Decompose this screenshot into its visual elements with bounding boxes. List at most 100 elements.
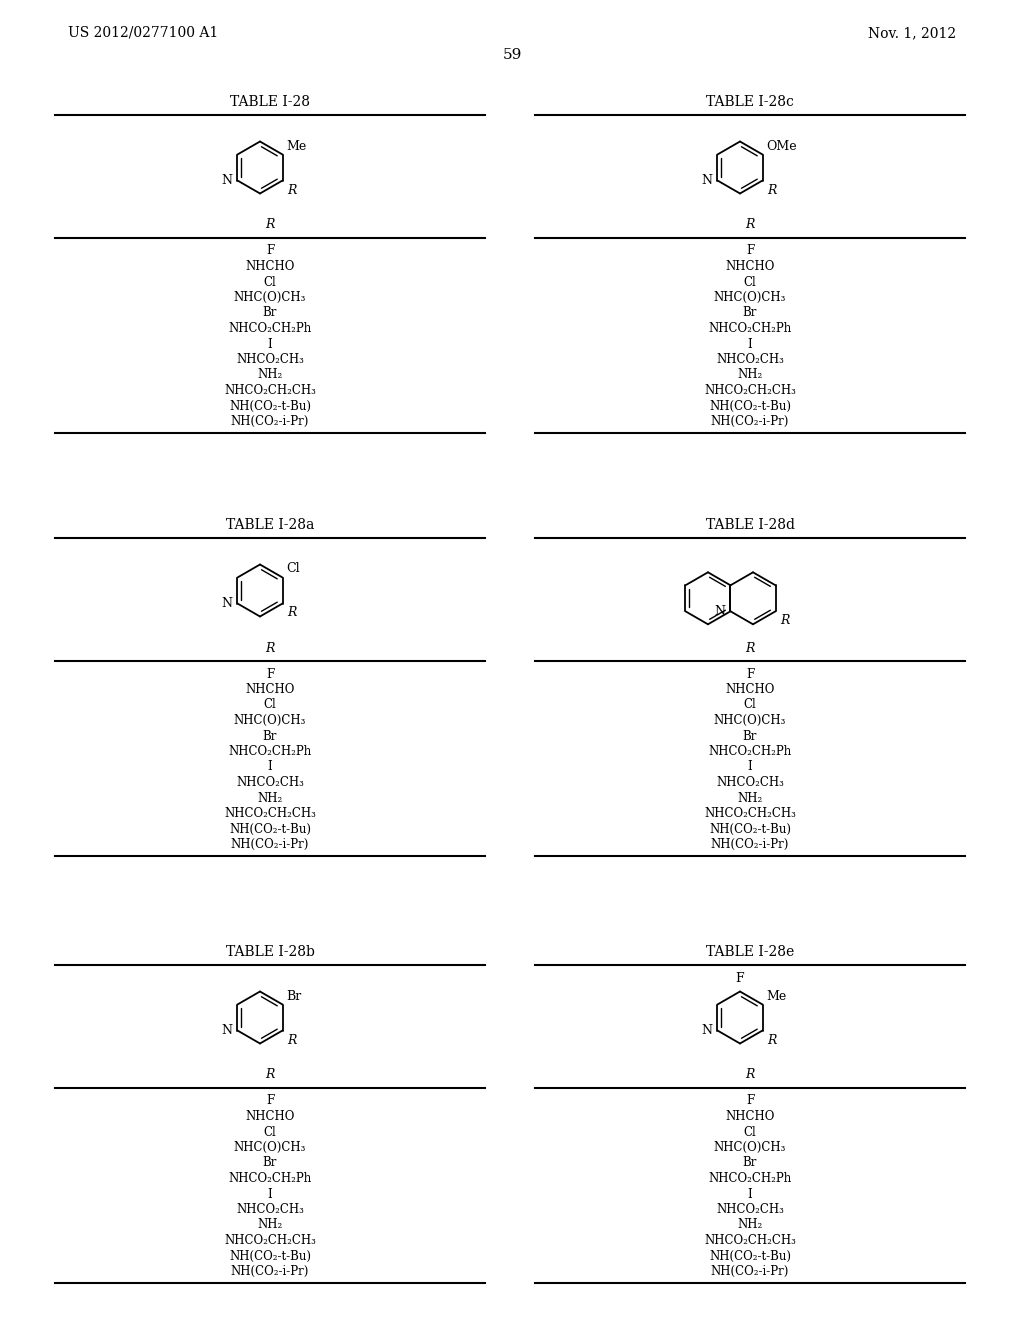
Text: TABLE I-28a: TABLE I-28a: [226, 517, 314, 532]
Text: NH₂: NH₂: [257, 792, 283, 804]
Text: Cl: Cl: [263, 698, 276, 711]
Text: NHCHO: NHCHO: [725, 1110, 775, 1123]
Text: NH(CO₂-i-Pr): NH(CO₂-i-Pr): [230, 838, 309, 851]
Text: R: R: [288, 1034, 297, 1047]
Text: NHCHO: NHCHO: [246, 1110, 295, 1123]
Text: NHCO₂CH₃: NHCO₂CH₃: [237, 1203, 304, 1216]
Text: R: R: [745, 219, 755, 231]
Text: Cl: Cl: [743, 276, 757, 289]
Text: NH(CO₂-i-Pr): NH(CO₂-i-Pr): [230, 414, 309, 428]
Text: NHC(O)CH₃: NHC(O)CH₃: [714, 1140, 786, 1154]
Text: NHCO₂CH₂Ph: NHCO₂CH₂Ph: [228, 744, 311, 758]
Text: NHCHO: NHCHO: [725, 682, 775, 696]
Text: R: R: [288, 183, 297, 197]
Text: N: N: [715, 605, 725, 618]
Text: NH(CO₂-t-Bu): NH(CO₂-t-Bu): [709, 400, 791, 412]
Text: TABLE I-28: TABLE I-28: [230, 95, 310, 110]
Text: Br: Br: [263, 306, 278, 319]
Text: NHCO₂CH₂CH₃: NHCO₂CH₂CH₃: [224, 807, 316, 820]
Text: I: I: [748, 338, 753, 351]
Text: NH₂: NH₂: [737, 1218, 763, 1232]
Text: F: F: [745, 244, 754, 257]
Text: NHCO₂CH₂CH₃: NHCO₂CH₂CH₃: [705, 384, 796, 397]
Text: Br: Br: [287, 990, 302, 1002]
Text: R: R: [265, 1068, 274, 1081]
Text: NHCO₂CH₂CH₃: NHCO₂CH₂CH₃: [224, 1234, 316, 1247]
Text: NH(CO₂-t-Bu): NH(CO₂-t-Bu): [229, 1250, 311, 1262]
Text: NHCO₂CH₂Ph: NHCO₂CH₂Ph: [709, 1172, 792, 1185]
Text: NHCHO: NHCHO: [246, 260, 295, 273]
Text: N: N: [221, 1024, 232, 1038]
Text: TABLE I-28b: TABLE I-28b: [225, 945, 314, 960]
Text: N: N: [701, 174, 713, 187]
Text: NHCO₂CH₃: NHCO₂CH₃: [237, 352, 304, 366]
Text: NHC(O)CH₃: NHC(O)CH₃: [233, 290, 306, 304]
Text: NH(CO₂-t-Bu): NH(CO₂-t-Bu): [229, 822, 311, 836]
Text: F: F: [266, 668, 274, 681]
Text: NHCO₂CH₃: NHCO₂CH₃: [237, 776, 304, 789]
Text: F: F: [735, 973, 744, 986]
Text: Cl: Cl: [743, 698, 757, 711]
Text: NHCO₂CH₂Ph: NHCO₂CH₂Ph: [709, 744, 792, 758]
Text: NH(CO₂-i-Pr): NH(CO₂-i-Pr): [230, 1265, 309, 1278]
Text: Cl: Cl: [743, 1126, 757, 1138]
Text: NHC(O)CH₃: NHC(O)CH₃: [233, 714, 306, 727]
Text: TABLE I-28d: TABLE I-28d: [706, 517, 795, 532]
Text: Br: Br: [742, 730, 757, 742]
Text: N: N: [221, 597, 232, 610]
Text: R: R: [745, 642, 755, 655]
Text: NHCHO: NHCHO: [246, 682, 295, 696]
Text: NHCO₂CH₂CH₃: NHCO₂CH₂CH₃: [705, 807, 796, 820]
Text: OMe: OMe: [767, 140, 797, 153]
Text: R: R: [768, 1034, 777, 1047]
Text: TABLE I-28e: TABLE I-28e: [706, 945, 795, 960]
Text: NHCO₂CH₂Ph: NHCO₂CH₂Ph: [709, 322, 792, 335]
Text: I: I: [267, 338, 272, 351]
Text: NH(CO₂-i-Pr): NH(CO₂-i-Pr): [711, 1265, 790, 1278]
Text: Br: Br: [263, 730, 278, 742]
Text: NHC(O)CH₃: NHC(O)CH₃: [233, 1140, 306, 1154]
Text: Br: Br: [742, 1156, 757, 1170]
Text: US 2012/0277100 A1: US 2012/0277100 A1: [68, 26, 218, 40]
Text: 59: 59: [503, 48, 521, 62]
Text: NHC(O)CH₃: NHC(O)CH₃: [714, 714, 786, 727]
Text: F: F: [266, 1094, 274, 1107]
Text: R: R: [265, 642, 274, 655]
Text: Me: Me: [767, 990, 786, 1002]
Text: N: N: [221, 174, 232, 187]
Text: F: F: [745, 668, 754, 681]
Text: Br: Br: [742, 306, 757, 319]
Text: NHCO₂CH₃: NHCO₂CH₃: [716, 1203, 784, 1216]
Text: NHCHO: NHCHO: [725, 260, 775, 273]
Text: NH(CO₂-i-Pr): NH(CO₂-i-Pr): [711, 414, 790, 428]
Text: NH₂: NH₂: [257, 1218, 283, 1232]
Text: NHCO₂CH₂CH₃: NHCO₂CH₂CH₃: [705, 1234, 796, 1247]
Text: NH(CO₂-t-Bu): NH(CO₂-t-Bu): [709, 822, 791, 836]
Text: TABLE I-28c: TABLE I-28c: [707, 95, 794, 110]
Text: Nov. 1, 2012: Nov. 1, 2012: [868, 26, 956, 40]
Text: NH(CO₂-t-Bu): NH(CO₂-t-Bu): [709, 1250, 791, 1262]
Text: Me: Me: [287, 140, 307, 153]
Text: R: R: [768, 183, 777, 197]
Text: I: I: [267, 1188, 272, 1200]
Text: Cl: Cl: [263, 276, 276, 289]
Text: NHC(O)CH₃: NHC(O)CH₃: [714, 290, 786, 304]
Text: NHCO₂CH₂Ph: NHCO₂CH₂Ph: [228, 1172, 311, 1185]
Text: NHCO₂CH₂CH₃: NHCO₂CH₂CH₃: [224, 384, 316, 397]
Text: NHCO₂CH₃: NHCO₂CH₃: [716, 776, 784, 789]
Text: R: R: [780, 614, 790, 627]
Text: NH(CO₂-i-Pr): NH(CO₂-i-Pr): [711, 838, 790, 851]
Text: R: R: [288, 606, 297, 619]
Text: Br: Br: [263, 1156, 278, 1170]
Text: F: F: [266, 244, 274, 257]
Text: I: I: [748, 760, 753, 774]
Text: NHCO₂CH₂Ph: NHCO₂CH₂Ph: [228, 322, 311, 335]
Text: R: R: [745, 1068, 755, 1081]
Text: F: F: [745, 1094, 754, 1107]
Text: Cl: Cl: [287, 562, 300, 576]
Text: NH₂: NH₂: [737, 792, 763, 804]
Text: NH₂: NH₂: [257, 368, 283, 381]
Text: N: N: [701, 1024, 713, 1038]
Text: NHCO₂CH₃: NHCO₂CH₃: [716, 352, 784, 366]
Text: NH₂: NH₂: [737, 368, 763, 381]
